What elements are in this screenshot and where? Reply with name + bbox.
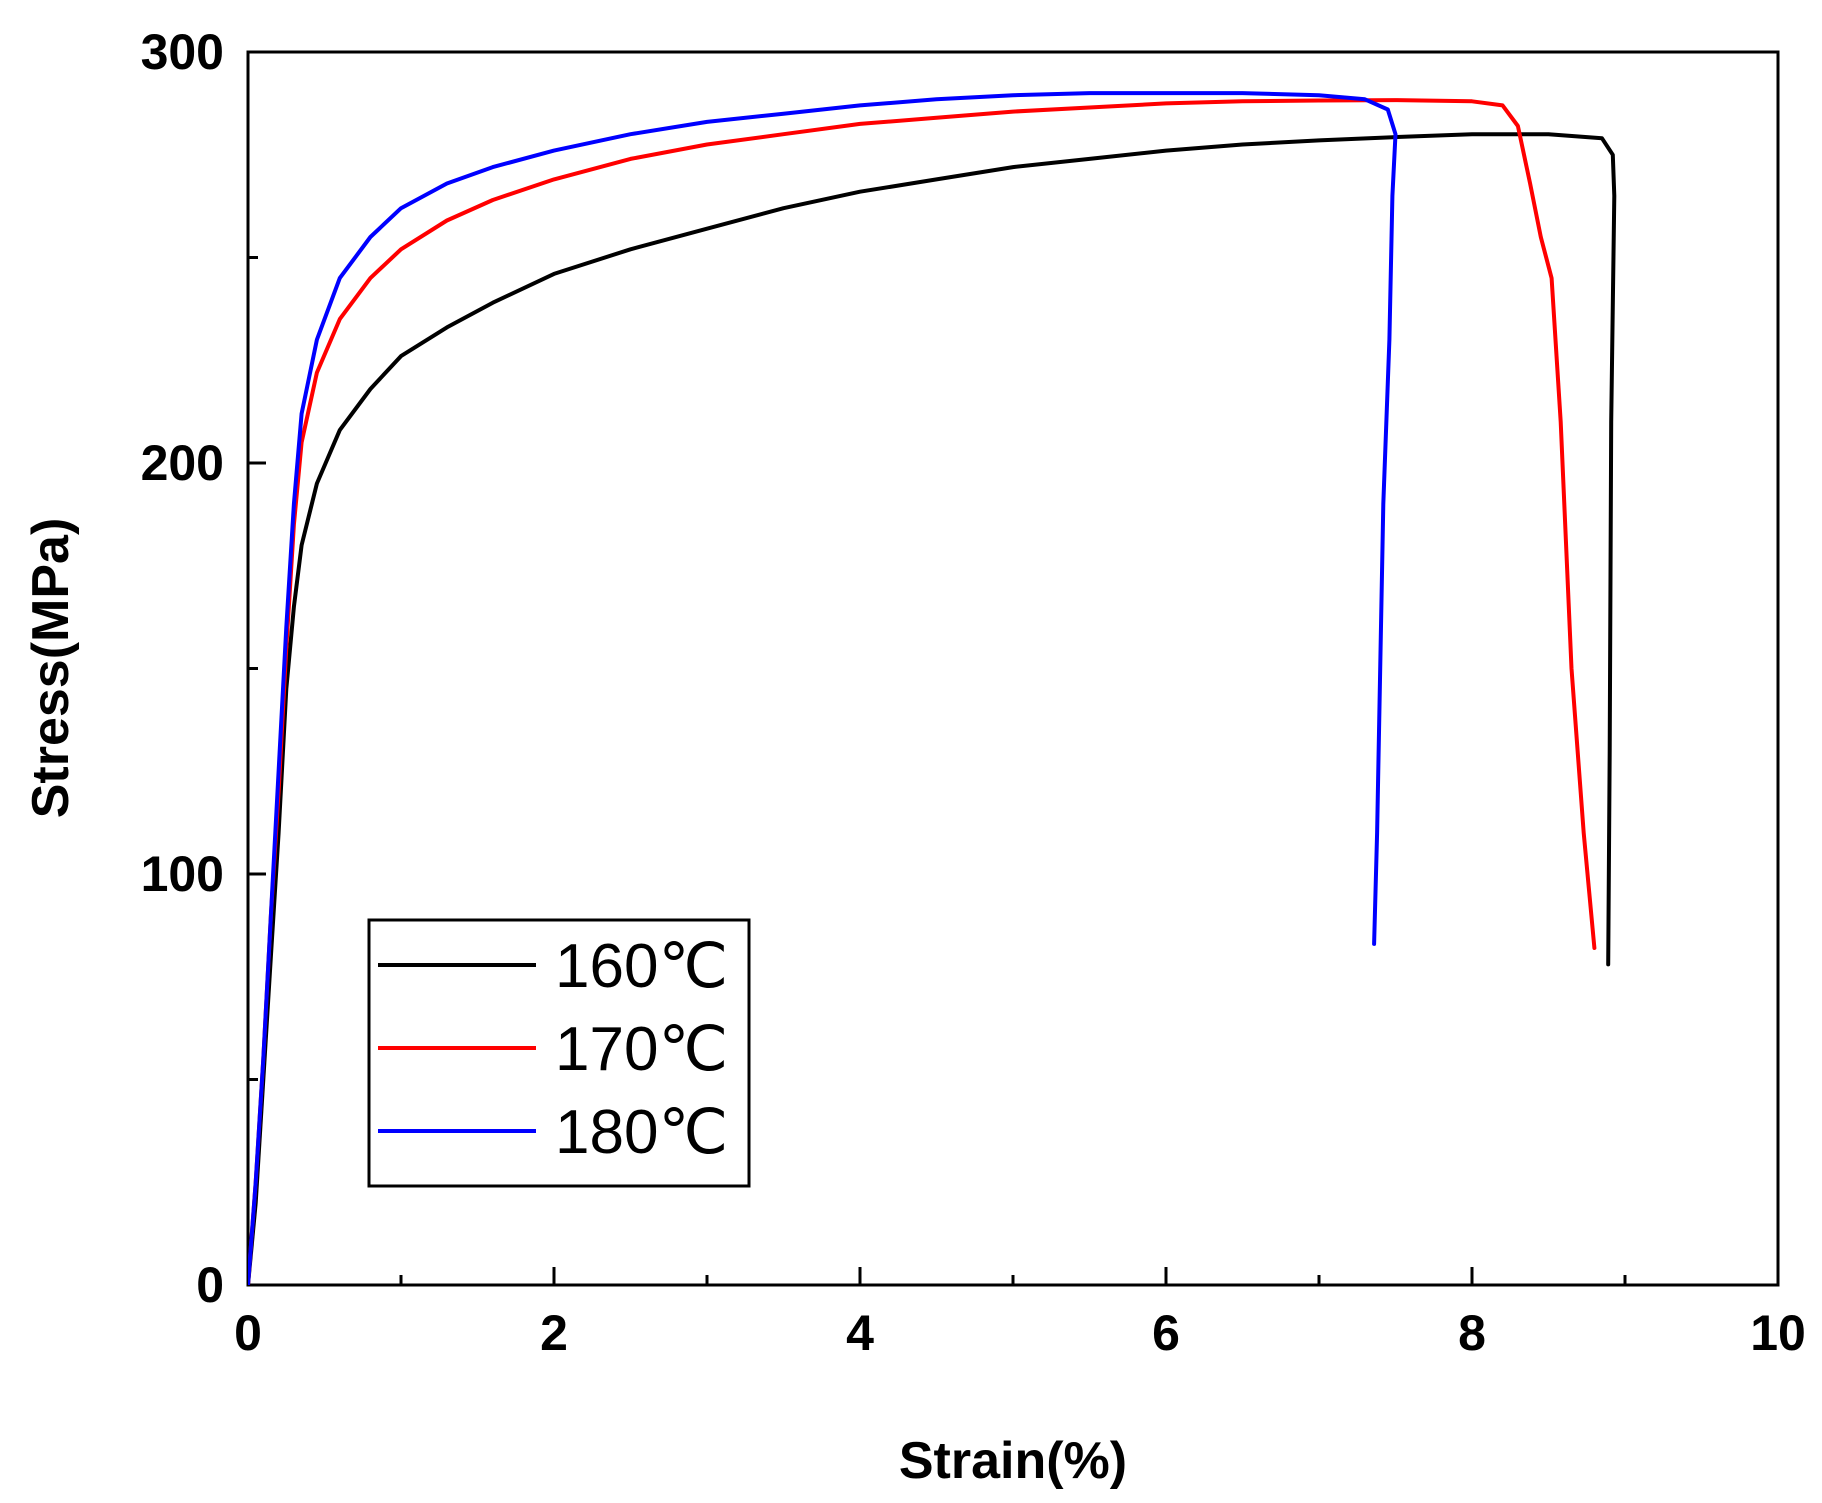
legend: 160℃ 170℃ 180℃ xyxy=(367,918,751,1188)
legend-label: 180℃ xyxy=(555,1098,728,1167)
legend-label: 170℃ xyxy=(555,1015,728,1084)
y-tick-label: 100 xyxy=(141,846,224,902)
x-tick-label: 6 xyxy=(1152,1305,1180,1361)
y-tick-label: 300 xyxy=(141,24,224,80)
x-axis-title: Strain(%) xyxy=(899,1432,1127,1490)
y-tick-label: 0 xyxy=(196,1257,224,1313)
legend-label: 160℃ xyxy=(555,932,728,1001)
series-line-180 xyxy=(248,91,1398,1285)
y-axis-title: Stress(MPa) xyxy=(22,518,80,819)
x-tick-label: 4 xyxy=(846,1305,874,1361)
y-tick-label: 200 xyxy=(141,435,224,491)
x-tick-label: 0 xyxy=(234,1305,262,1361)
x-tick-label: 10 xyxy=(1750,1305,1806,1361)
series-line-160 xyxy=(248,132,1617,1285)
legend-box xyxy=(367,918,751,1188)
x-tick-label: 2 xyxy=(540,1305,568,1361)
x-tick-label: 8 xyxy=(1458,1305,1486,1361)
